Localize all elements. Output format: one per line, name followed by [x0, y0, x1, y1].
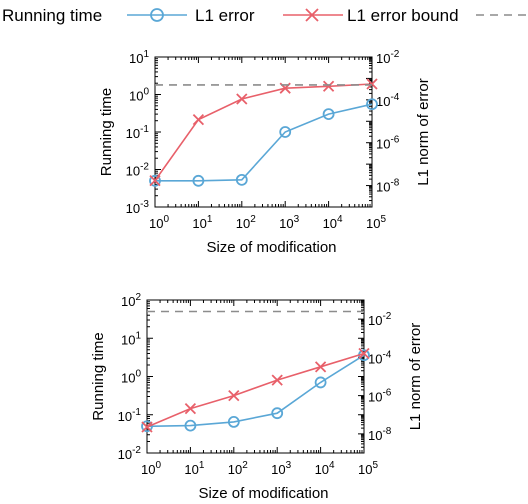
plot-frame: [154, 56, 373, 208]
series-line-l1-error: [146, 352, 365, 428]
point-running-time: [271, 407, 284, 420]
legend-label-running-time: Running time: [2, 6, 102, 25]
y-tick-label: 101: [129, 49, 149, 66]
point-running-time: [322, 108, 335, 121]
point-running-time: [141, 420, 153, 433]
y-tick-label: 10-1: [118, 407, 142, 424]
y2-tick-label: 10-4: [376, 92, 400, 109]
y2-tick-label: 10-4: [368, 349, 392, 366]
x-tick-label: 105: [358, 460, 378, 477]
legend-label-l1-error: L1 error: [195, 6, 255, 25]
y-tick-label: 10-3: [126, 199, 150, 216]
point-running-time: [192, 174, 205, 187]
x-tick-label: 104: [315, 460, 335, 477]
point-l1-error: [192, 113, 205, 126]
chart-top: 100 101 102 103 104 105 10-3 10-2 10-1 100 101 10-8…: [98, 49, 432, 256]
point-l1-error: [314, 361, 327, 373]
series-line-l1-error: [154, 83, 373, 182]
x-tick-label: 104: [323, 214, 343, 231]
y2-tick-label: 10-8: [376, 178, 400, 195]
point-running-time: [314, 376, 327, 389]
y-axis-label: Running time: [98, 88, 115, 176]
y-tick-label: 100: [121, 369, 141, 386]
legend-label-l1-error-bound: L1 error bound: [347, 6, 459, 25]
x-tick-label: 103: [279, 214, 299, 231]
point-running-time: [279, 126, 292, 138]
x-tick-label: 101: [184, 460, 204, 477]
x-tick-label: 102: [236, 214, 256, 231]
point-l1-error: [228, 389, 240, 402]
y2-axis-label: L1 norm of error: [407, 323, 424, 431]
point-running-time: [366, 98, 378, 111]
x-axis-label: Size of modification: [206, 239, 336, 256]
x-tick-label: 102: [228, 460, 248, 477]
legend-marker-running-time: [150, 8, 164, 22]
y2-tick-label: 10-8: [368, 426, 392, 443]
y-tick-label: 10-2: [118, 445, 142, 462]
legend: Running time L1 error L1 error bound: [2, 6, 526, 25]
point-l1-error: [322, 80, 335, 92]
y-axis-label: Running time: [90, 332, 107, 420]
legend-marker-l1-error: [305, 8, 319, 22]
y-tick-label: 100: [129, 87, 149, 104]
y-tick-label: 10-2: [126, 162, 150, 179]
point-l1-error: [358, 347, 370, 360]
point-l1-error: [271, 374, 283, 386]
x-tick-label: 103: [271, 460, 291, 477]
point-running-time: [149, 174, 161, 187]
series-line-running-time: [146, 354, 365, 428]
y-tick-label: 102: [121, 292, 141, 309]
point-l1-error: [149, 174, 161, 187]
point-l1-error: [141, 421, 153, 433]
point-running-time: [235, 173, 248, 186]
x-axis-label: Size of modification: [198, 485, 328, 502]
point-l1-error: [366, 78, 378, 90]
series-line-running-time: [155, 103, 373, 182]
y-tick-label: 10-1: [126, 124, 150, 141]
point-running-time: [227, 416, 240, 428]
point-running-time: [184, 419, 197, 432]
y2-tick-label: 10-2: [368, 311, 392, 328]
y2-tick-label: 10-6: [376, 135, 400, 152]
x-tick-label: 100: [149, 214, 169, 231]
y2-tick-label: 10-2: [376, 49, 400, 66]
x-tick-label: 100: [141, 460, 161, 477]
y2-axis-label: L1 norm of error: [415, 78, 432, 186]
point-l1-error: [184, 402, 197, 415]
x-tick-label: 105: [366, 214, 386, 231]
y2-tick-label: 10-6: [368, 388, 392, 405]
chart-bottom: 100 101 102 103 104 105 10-2 10-1 100 101 102 10-8 1…: [90, 292, 424, 502]
x-tick-label: 101: [192, 214, 212, 231]
point-l1-error: [236, 93, 248, 105]
y-tick-label: 101: [121, 330, 141, 347]
